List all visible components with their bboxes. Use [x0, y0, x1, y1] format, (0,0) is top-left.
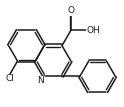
Text: N: N — [37, 77, 44, 85]
Text: Cl: Cl — [5, 74, 14, 83]
Text: O: O — [67, 6, 74, 15]
Text: OH: OH — [87, 26, 101, 35]
